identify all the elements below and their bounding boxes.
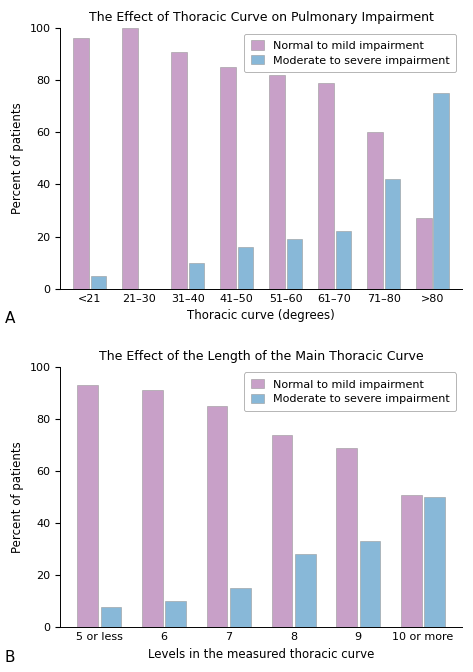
Bar [73,38,89,289]
Bar [287,239,302,289]
Text: A: A [5,311,15,326]
X-axis label: Levels in the measured thoracic curve: Levels in the measured thoracic curve [148,648,374,661]
Bar [336,448,357,628]
Title: The Effect of the Length of the Main Thoracic Curve: The Effect of the Length of the Main Tho… [99,350,423,363]
Title: The Effect of Thoracic Curve on Pulmonary Impairment: The Effect of Thoracic Curve on Pulmonar… [89,11,434,24]
Bar [230,589,251,628]
Y-axis label: Percent of patients: Percent of patients [11,103,24,214]
Bar [401,495,422,628]
Bar [318,83,333,289]
Bar [237,247,254,289]
Bar [165,601,186,628]
Bar [77,385,98,628]
X-axis label: Thoracic curve (degrees): Thoracic curve (degrees) [187,309,335,322]
Bar [335,231,351,289]
Bar [416,218,431,289]
Bar [295,554,315,628]
Bar [171,52,187,289]
Legend: Normal to mild impairment, Moderate to severe impairment: Normal to mild impairment, Moderate to s… [244,372,456,411]
Bar [122,28,138,289]
Bar [272,435,292,628]
Y-axis label: Percent of patients: Percent of patients [11,442,24,553]
Bar [220,67,236,289]
Bar [359,542,380,628]
Text: B: B [5,650,15,665]
Bar [269,75,285,289]
Bar [433,93,449,289]
Bar [189,263,204,289]
Legend: Normal to mild impairment, Moderate to severe impairment: Normal to mild impairment, Moderate to s… [244,34,456,73]
Bar [142,390,163,628]
Bar [385,179,400,289]
Bar [367,132,383,289]
Bar [207,406,228,628]
Bar [91,276,106,289]
Bar [101,607,121,628]
Bar [424,497,445,628]
